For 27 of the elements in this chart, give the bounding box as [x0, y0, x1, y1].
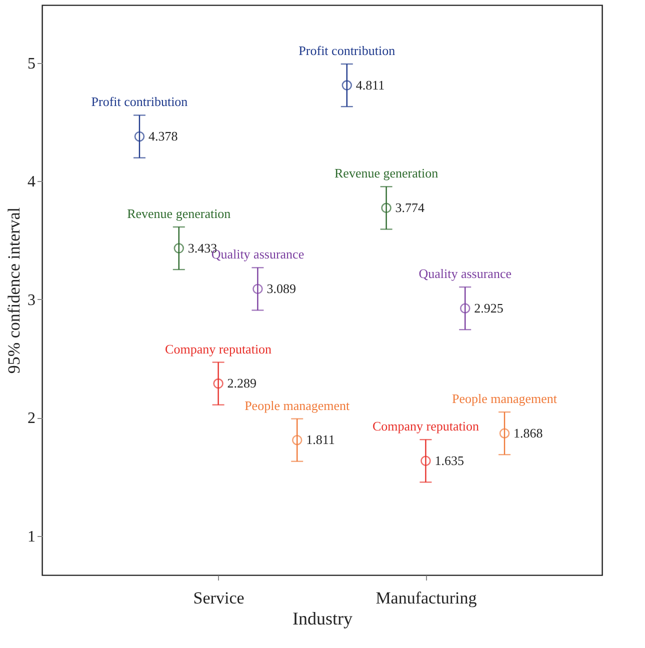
data-label: 4.811 — [356, 77, 385, 92]
y-tick-label: 5 — [28, 55, 36, 72]
y-axis-title: 95% confidence interval — [4, 207, 24, 374]
y-tick-label: 4 — [28, 174, 36, 191]
data-label: 1.811 — [306, 432, 335, 448]
data-label: 2.289 — [227, 376, 257, 391]
x-axis-title: Industry — [292, 608, 352, 628]
text: Company reputation — [165, 341, 272, 356]
data-label: 1.635 — [434, 452, 464, 468]
text: Revenue generation — [127, 206, 231, 221]
y-tick-label: 3 — [28, 292, 36, 309]
y-tick-label: 1 — [28, 528, 36, 546]
text: Profit contribution — [91, 94, 188, 110]
data-label: 1.868 — [514, 425, 543, 440]
text: Company reputation — [372, 418, 479, 434]
text: People management — [244, 398, 350, 413]
data-label: 4.378 — [148, 128, 178, 144]
text: People management — [452, 391, 558, 406]
text: Profit contribution — [298, 43, 396, 58]
data-label: 3.089 — [266, 280, 296, 296]
text: Quality assurance — [418, 266, 512, 282]
data-label: 3.774 — [395, 200, 426, 215]
y-tick-label: 2 — [28, 410, 36, 428]
text: Revenue generation — [334, 166, 439, 181]
data-label: 2.925 — [474, 300, 504, 316]
x-tick-label: Manufacturing — [376, 588, 478, 608]
x-tick-label: Service — [193, 588, 244, 608]
